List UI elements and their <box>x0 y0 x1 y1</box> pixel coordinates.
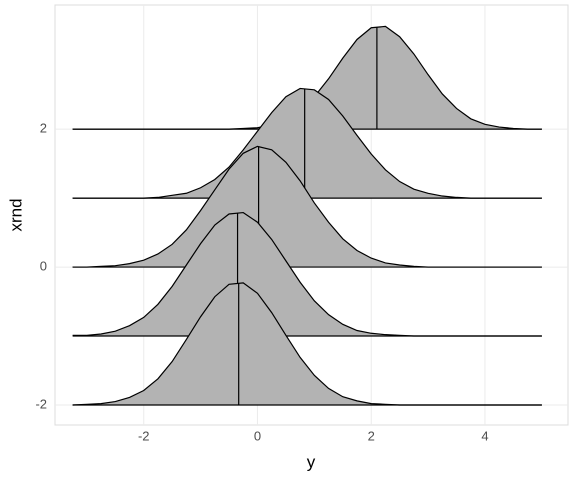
ridge-fill <box>72 212 542 337</box>
ridge-fill <box>72 26 542 130</box>
x-axis-title: y <box>307 452 316 471</box>
ridge-line <box>72 282 542 406</box>
y-tick-label: 2 <box>40 121 47 136</box>
ridge-fill <box>72 88 542 199</box>
ridges <box>72 25 542 406</box>
ridge-line <box>72 211 542 337</box>
labels: -2 0 2 4 -2 0 2 <box>35 121 488 444</box>
x-tick-label: 4 <box>481 428 488 443</box>
x-tick-label: -2 <box>138 428 150 443</box>
ridge-line <box>72 145 542 268</box>
x-tick-label: 2 <box>368 428 375 443</box>
x-tick-label: 0 <box>254 428 261 443</box>
y-tick-label: -2 <box>35 396 47 411</box>
ridge-fill <box>72 282 542 405</box>
ridge-fill <box>72 146 542 268</box>
ridge-line <box>72 87 542 199</box>
y-tick-label: 0 <box>40 259 47 274</box>
y-axis-title: xrnd <box>6 198 25 231</box>
